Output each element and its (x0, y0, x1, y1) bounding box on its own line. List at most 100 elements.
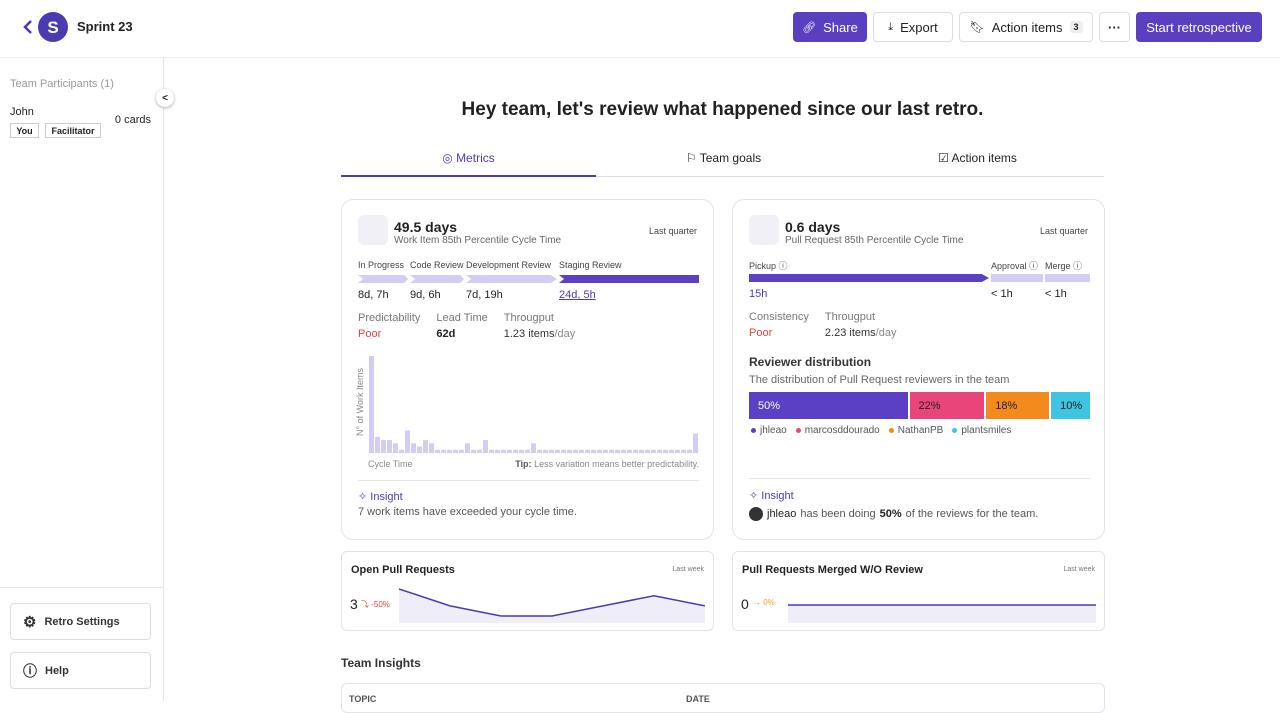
stage-name: In Progress (358, 260, 405, 270)
period: Last quarter (648, 226, 697, 236)
histogram: N° of Work Items Cycle Time Tip: Less va… (355, 356, 699, 469)
bar (633, 449, 638, 453)
text: Poor (749, 327, 773, 339)
bar (639, 449, 644, 453)
bar (525, 449, 530, 453)
legend-label: jhleao (760, 425, 787, 436)
tab-label: Action items (951, 151, 1017, 165)
bar (621, 449, 626, 453)
sparkline (399, 588, 705, 623)
distribution-title: Reviewer distribution (749, 355, 872, 369)
start-button[interactable]: Start retrospective (1136, 12, 1262, 42)
stages: In Progress 8d, 7h Code Review 9d, 6h Develo… (358, 260, 699, 301)
text: 62d (436, 328, 456, 340)
bar (411, 443, 416, 453)
unit: /day (554, 328, 576, 340)
value: 3 (350, 596, 358, 612)
bar (537, 449, 542, 453)
stage-value: 8d, 7h (358, 289, 389, 301)
bar (669, 449, 674, 453)
distribution-bar: 50% 22% 18% 10% (749, 392, 1090, 419)
metrics: Consistency Poor Througput 2.23 items/day (749, 311, 896, 339)
bar (681, 449, 686, 453)
tip: Tip: Less variation means better predict… (515, 459, 699, 469)
bar (561, 449, 566, 453)
bar (441, 449, 446, 453)
avatar (749, 507, 763, 521)
stage-bar (358, 275, 408, 283)
tip-text: Less variation means better predictabili… (534, 459, 699, 469)
card-subtitle: Pull Request 85th Percentile Cycle Time (785, 235, 964, 246)
segment-label: 10% (1060, 399, 1083, 412)
stage-name: Staging Review (559, 260, 622, 270)
legend-dot (751, 427, 756, 433)
logo[interactable]: S (22, 12, 70, 44)
tab[interactable]: ⚐ Team goals (685, 151, 762, 165)
legend-dot (952, 427, 958, 433)
card-title: Pull Requests Merged W/O Review (742, 564, 923, 576)
legend-item: marcosddourado (795, 425, 880, 436)
legend-item: jhleao (751, 425, 787, 436)
participant-name: John (10, 106, 34, 118)
count: 3 (1069, 21, 1083, 33)
merged-wo-review-card: Pull Requests Merged W/O Review Last wee… (732, 551, 1105, 631)
metric-value: 62d (436, 328, 487, 340)
tab[interactable]: ☑︎ Action items (938, 151, 1017, 165)
bar (435, 449, 440, 453)
retro-settings-button[interactable]: ⚙︎ Retro Settings (10, 603, 151, 640)
segment: 10% (1051, 392, 1090, 419)
bar (531, 443, 536, 453)
bar (417, 446, 422, 453)
bar (603, 449, 608, 453)
bar (579, 449, 584, 453)
bar (519, 449, 524, 453)
bar (471, 449, 476, 453)
card-value: 0.6 days (785, 219, 841, 235)
segment-label: 22% (918, 399, 941, 412)
tab-label: Team goals (699, 151, 762, 165)
label: Action items (991, 19, 1063, 35)
insight-label: ✧ Insight (749, 490, 794, 502)
tag: You (10, 123, 39, 138)
insight-text: 7 work items have exceeded your cycle ti… (358, 506, 577, 518)
more-button[interactable]: ··· (1099, 12, 1130, 42)
bar (447, 449, 452, 453)
svg-text:S: S (47, 18, 58, 37)
legend-item: plantsmiles (952, 425, 1011, 436)
insight-label: ✧ Insight (358, 491, 403, 503)
stage-value: 24d, 5h (559, 289, 596, 301)
stage-value: 9d, 6h (410, 289, 441, 301)
bar (585, 449, 590, 453)
period: Last week (672, 566, 704, 573)
bar (405, 430, 410, 453)
bar (369, 356, 374, 453)
bar (483, 440, 488, 453)
stage-bar (1045, 274, 1090, 282)
segment: 18% (986, 392, 1050, 419)
label: Insight (761, 490, 794, 502)
divider (0, 587, 163, 588)
metric: Consistency Poor (749, 311, 809, 339)
value: 0 (741, 596, 749, 612)
metric-value: Poor (358, 328, 420, 340)
action-items-button[interactable]: 🔖︎ Action items 3 (959, 12, 1093, 42)
share: 50% (879, 508, 902, 520)
export-button[interactable]: ⤓ Export (873, 12, 953, 42)
text: Poor (358, 328, 382, 340)
divider (358, 480, 699, 481)
legend-dot (888, 427, 894, 433)
metric-label: Predictability (358, 312, 421, 324)
stage-bar (559, 275, 699, 283)
tab[interactable]: ◎ Metrics (442, 151, 495, 165)
card-icon (358, 215, 388, 245)
help-button[interactable]: ⓘ Help (10, 652, 151, 689)
share-button[interactable]: 🔗︎ Share (793, 12, 867, 42)
card-subtitle: Work Item 85th Percentile Cycle Time (394, 235, 562, 246)
bar (573, 449, 578, 453)
area (399, 589, 705, 623)
collapse-button[interactable]: < (156, 89, 174, 107)
bar (399, 449, 404, 453)
label: Help (45, 664, 69, 677)
stage-bar (991, 274, 1043, 282)
bar (627, 449, 632, 453)
